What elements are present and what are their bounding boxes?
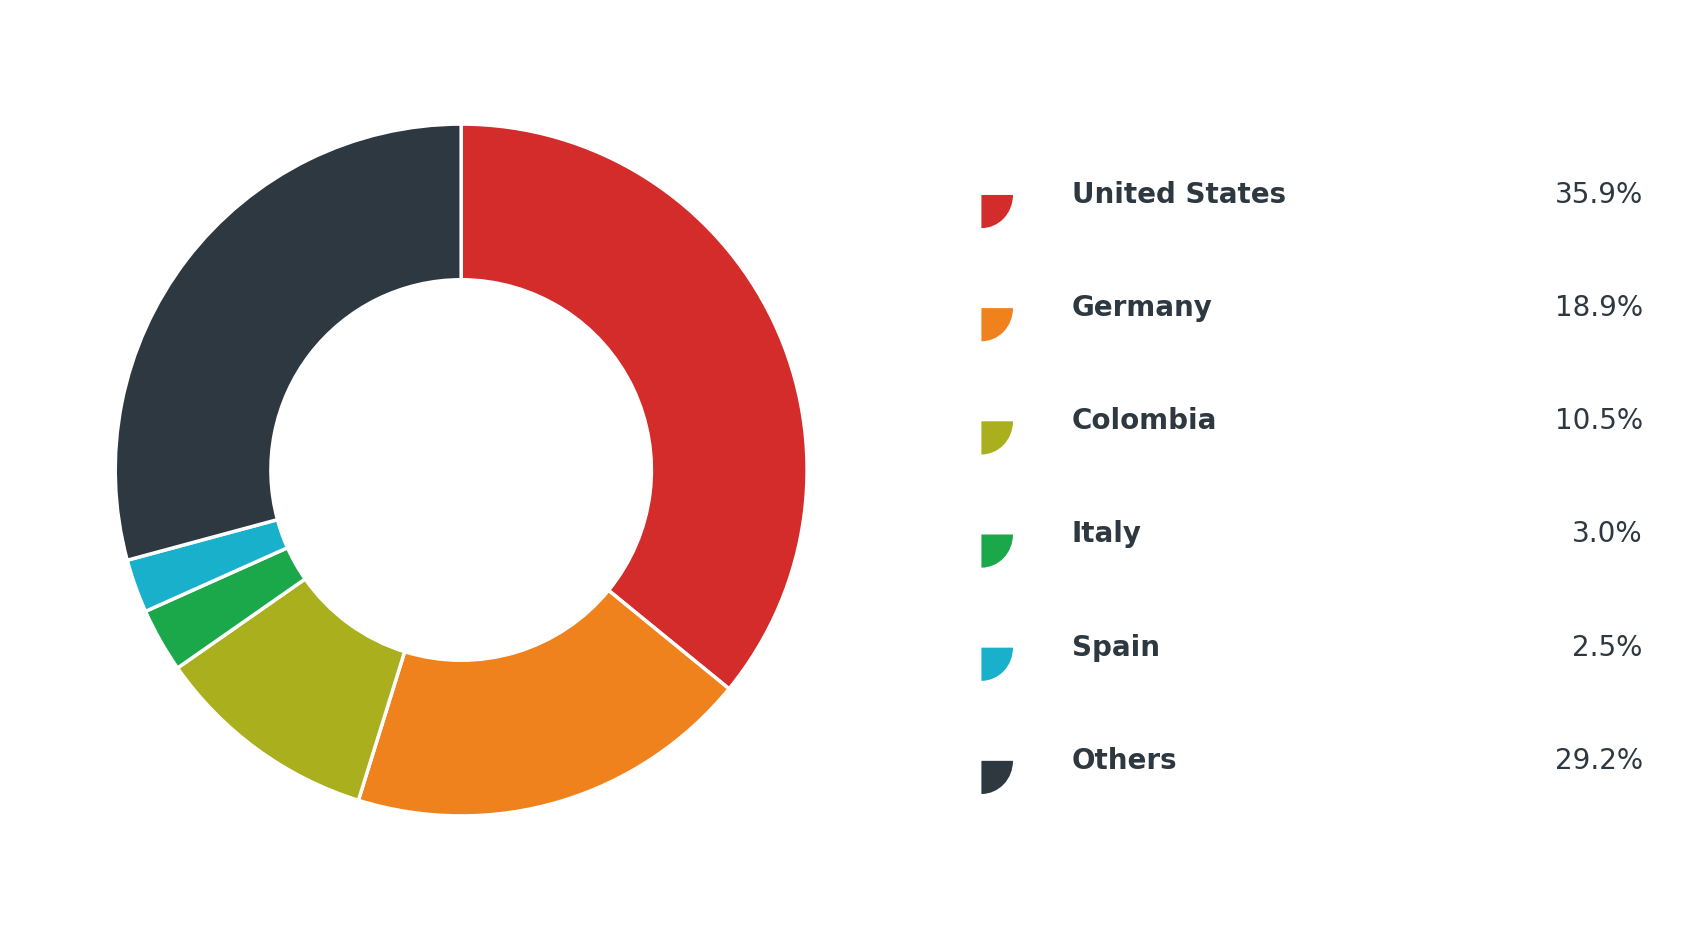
Text: 3.0%: 3.0% <box>1570 521 1642 548</box>
Text: 2.5%: 2.5% <box>1572 634 1642 662</box>
Text: Colombia: Colombia <box>1070 407 1217 435</box>
Wedge shape <box>358 590 729 816</box>
Wedge shape <box>461 124 807 689</box>
Wedge shape <box>114 124 461 560</box>
Text: 10.5%: 10.5% <box>1553 407 1642 435</box>
Text: United States: United States <box>1070 181 1285 209</box>
Wedge shape <box>145 548 306 668</box>
Wedge shape <box>982 648 1012 681</box>
Wedge shape <box>982 195 1012 228</box>
Text: 18.9%: 18.9% <box>1553 294 1642 322</box>
Text: 29.2%: 29.2% <box>1553 747 1642 775</box>
Text: Others: Others <box>1070 747 1176 775</box>
Wedge shape <box>178 579 405 800</box>
Wedge shape <box>982 421 1012 454</box>
Wedge shape <box>982 535 1012 568</box>
Wedge shape <box>126 520 287 611</box>
Text: Italy: Italy <box>1070 521 1140 548</box>
Text: Germany: Germany <box>1070 294 1212 322</box>
Wedge shape <box>982 308 1012 341</box>
Wedge shape <box>982 760 1012 794</box>
Text: Spain: Spain <box>1070 634 1159 662</box>
Text: 35.9%: 35.9% <box>1553 181 1642 209</box>
